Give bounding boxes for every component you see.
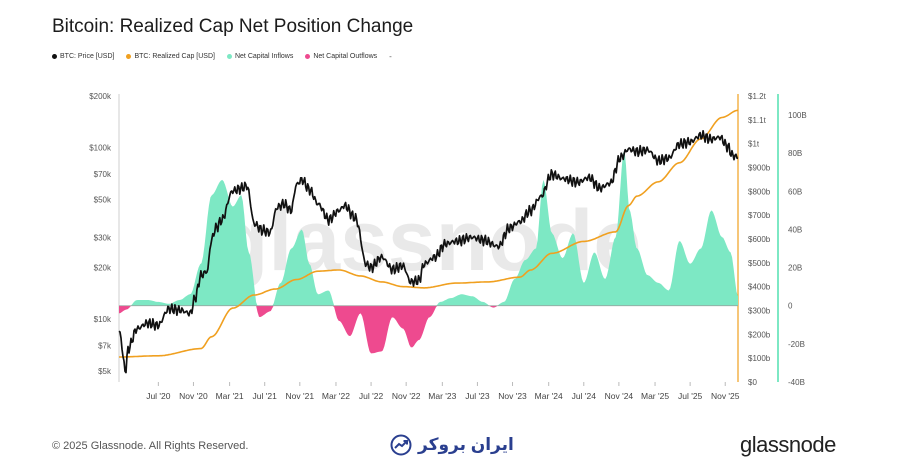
y-right-tick-label: 20B [788,264,802,273]
x-tick-label: Nov '24 [605,391,634,401]
y-left-tick-label: $20k [94,264,112,273]
x-tick-label: Jul '20 [146,391,171,401]
y-left-tick-label: $50k [94,195,112,204]
legend-item-price[interactable]: BTC: Price [USD] [52,53,114,60]
y-right-tick-label: 0 [788,302,793,311]
y-left-tick-label: $10k [94,315,112,324]
x-tick-label: Jul '21 [253,391,278,401]
y-left-tick-label: $7k [98,342,112,351]
x-tick-label: Jul '22 [359,391,384,401]
y-left-tick-label: $100k [89,144,112,153]
y-right-tick-label: 60B [788,187,802,196]
y-mid-tick-label: $1.1t [748,116,767,125]
y-left-tick-label: $200k [89,92,112,101]
btc-price-line [118,129,739,374]
y-mid-tick-label: $1t [748,140,760,149]
legend-label: BTC: Price [USD] [60,53,115,60]
y-right-tick-label: -20B [788,340,805,349]
trend-up-icon [390,434,412,456]
x-tick-label: Mar '23 [428,391,456,401]
y-left-tick-label: $30k [94,233,112,242]
x-tick-label: Mar '24 [535,391,563,401]
x-tick-label: Nov '20 [179,391,208,401]
legend-label: Net Capital Outflows [313,53,378,60]
partner-logo: ایران بروکر [390,434,514,456]
page-title: Bitcoin: Realized Cap Net Position Chang… [52,16,414,37]
legend-item-realized-cap[interactable]: BTC: Realized Cap [USD] [126,53,215,60]
legend-dot-price [52,54,57,59]
legend-label: BTC: Realized Cap [USD] [134,53,215,60]
legend-label: Net Capital Inflows [234,53,294,60]
y-right-tick-label: 100B [788,111,807,120]
y-mid-tick-label: $300b [748,307,771,316]
net-capital-inflows-area [119,150,738,306]
brand-logo: glassnode [740,432,836,457]
y-left-tick-label: $5k [98,367,112,376]
y-mid-tick-label: $600b [748,235,771,244]
x-tick-label: Mar '22 [322,391,350,401]
x-tick-label: Nov '21 [286,391,315,401]
legend-item-inflows[interactable]: Net Capital Inflows [226,53,294,60]
y-mid-tick-label: $400b [748,283,771,292]
y-mid-tick-label: $900b [748,164,771,173]
x-tick-label: Jul '25 [678,391,703,401]
legend: BTC: Price [USD] BTC: Realized Cap [USD]… [52,52,392,61]
y-mid-tick-label: $800b [748,187,771,196]
y-right-tick-label: 40B [788,225,802,234]
y-mid-tick-label: $500b [748,259,771,268]
legend-extra: - [389,52,392,61]
x-tick-label: Nov '25 [711,391,740,401]
y-mid-tick-label: $700b [748,211,771,220]
x-tick-label: Nov '22 [392,391,421,401]
copyright-text: © 2025 Glassnode. All Rights Reserved. [52,440,249,452]
y-mid-tick-label: $1.2t [748,92,767,101]
legend-item-outflows[interactable]: Net Capital Outflows [305,53,377,60]
x-tick-label: Jul '24 [572,391,597,401]
realized-cap-line [119,109,739,358]
legend-dot-outflows [305,54,311,59]
legend-dot-inflows [226,54,232,59]
x-tick-label: Jul '23 [465,391,490,401]
net-capital-outflows-area [119,305,738,354]
y-right-tick-label: 80B [788,149,802,158]
x-tick-label: Mar '25 [641,391,669,401]
y-mid-tick-label: $100b [748,354,771,363]
y-mid-tick-label: $0 [748,378,757,387]
legend-dot-realized-cap [126,54,132,59]
partner-name: ایران بروکر [418,435,514,454]
y-right-tick-label: -40B [788,378,805,387]
y-left-tick-label: $70k [94,170,112,179]
x-tick-label: Nov '23 [498,391,527,401]
x-tick-label: Mar '21 [216,391,244,401]
y-mid-tick-label: $200b [748,330,771,339]
